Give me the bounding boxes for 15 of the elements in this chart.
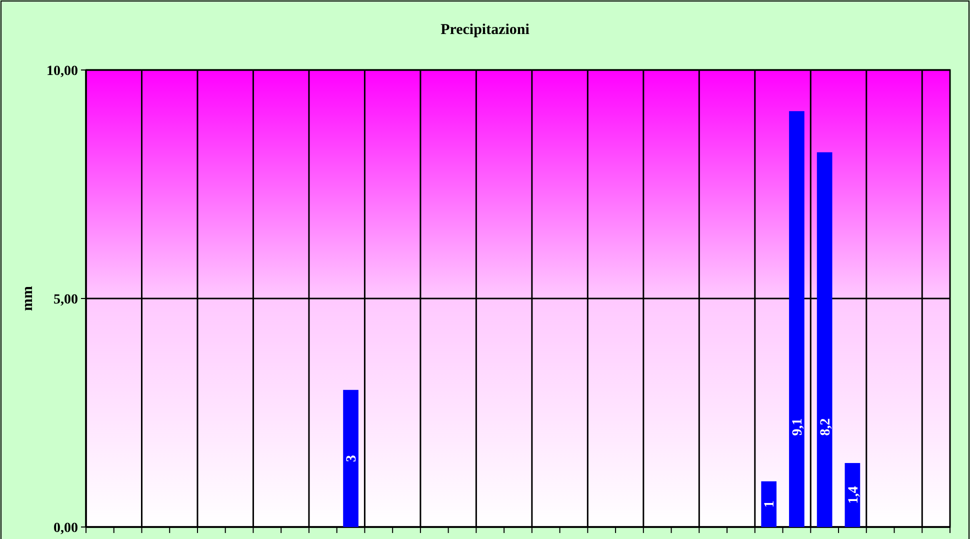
chart-title: Precipitazioni [440,22,530,38]
bar [844,463,860,527]
y-tick-label: 5,00 [54,292,78,308]
data-label: 1 [762,500,778,508]
y-tick-label: 10,00 [46,64,78,79]
data-label: 9,1 [790,418,806,436]
data-label: 3 [344,454,360,462]
bar [816,152,832,527]
y-axis-title: mm [20,286,36,311]
bar [789,111,804,527]
data-label: 1,4 [846,486,862,504]
y-tick-label: 0,00 [54,520,78,536]
data-label: 8,2 [818,418,834,436]
bar [761,481,777,527]
bar [343,390,358,527]
